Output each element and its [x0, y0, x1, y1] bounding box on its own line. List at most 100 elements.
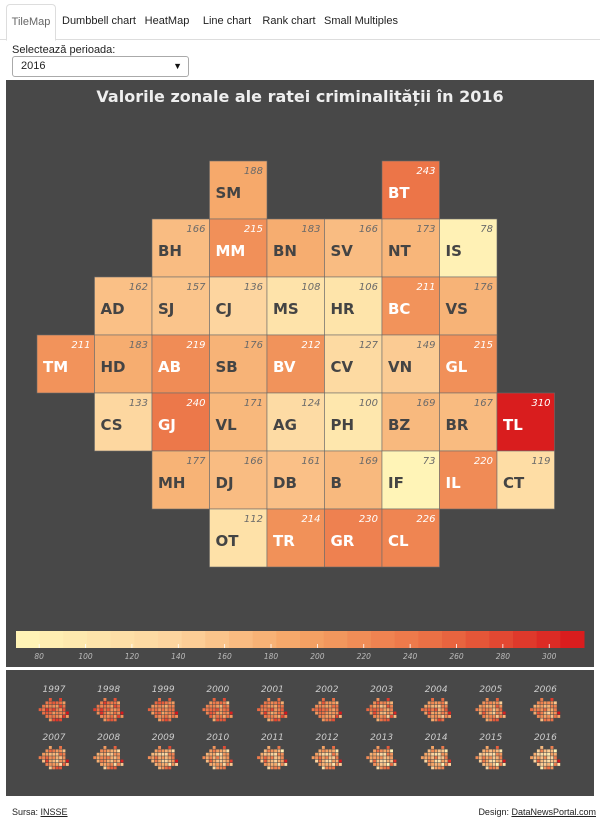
- small-multiple-2001[interactable]: 2001: [257, 685, 288, 722]
- tile-bz[interactable]: BZ 169: [381, 392, 440, 452]
- mini-tile: [280, 708, 284, 712]
- tile-ot[interactable]: OT 112: [209, 508, 268, 568]
- tile-value: 106: [359, 282, 378, 293]
- tab-small-multiples[interactable]: Small Multiples: [324, 15, 398, 27]
- tab-line-chart[interactable]: Line chart: [202, 15, 252, 27]
- small-multiple-2011[interactable]: 2011: [257, 733, 288, 770]
- tile-ad[interactable]: AD 162: [94, 276, 153, 336]
- mini-tile: [59, 756, 62, 760]
- small-multiple-2006[interactable]: 2006: [530, 685, 561, 722]
- mini-tile: [499, 708, 503, 712]
- tile-value: 214: [301, 514, 320, 525]
- mini-tile: [96, 752, 100, 756]
- small-multiple-2013[interactable]: 2013: [366, 733, 397, 770]
- tile-cj[interactable]: CJ 136: [209, 276, 268, 336]
- mini-tile: [55, 704, 59, 708]
- mini-tile: [106, 756, 110, 760]
- mini-tile: [492, 766, 496, 770]
- mini-tile: [59, 715, 62, 718]
- tile-bc[interactable]: BC 211: [381, 276, 440, 336]
- mini-tile: [386, 701, 390, 705]
- small-multiple-2000[interactable]: 2000: [202, 685, 233, 722]
- tile-cl[interactable]: CL 226: [381, 508, 440, 568]
- mini-tile: [437, 763, 441, 766]
- tile-rect: [324, 450, 383, 510]
- small-multiple-2002[interactable]: 2002: [311, 685, 342, 722]
- tile-ph[interactable]: PH 100: [324, 392, 383, 452]
- tile-vl[interactable]: VL 171: [209, 392, 268, 452]
- small-multiple-1997[interactable]: 1997: [38, 685, 69, 722]
- small-multiple-2005[interactable]: 2005: [475, 685, 506, 722]
- mini-tile: [495, 763, 499, 766]
- tile-ab[interactable]: AB 219: [151, 334, 210, 394]
- tile-b[interactable]: B 169: [324, 450, 383, 510]
- period-select[interactable]: 2016 ▼: [12, 56, 189, 77]
- tile-nt[interactable]: NT 173: [381, 218, 440, 278]
- mini-tile: [550, 708, 554, 712]
- tile-il[interactable]: IL 220: [439, 450, 498, 510]
- tile-ct[interactable]: CT 119: [496, 450, 555, 510]
- small-multiples-panel: [6, 670, 594, 796]
- mini-tile: [553, 708, 557, 712]
- mini-tile: [222, 756, 226, 760]
- tile-mm[interactable]: MM 215: [209, 218, 268, 278]
- tab-rank-chart[interactable]: Rank chart: [262, 15, 316, 27]
- mini-tile: [62, 763, 66, 766]
- tile-vs[interactable]: VS 176: [439, 276, 498, 336]
- mini-tile: [110, 759, 114, 763]
- tile-value: 124: [301, 398, 320, 409]
- tile-gl[interactable]: GL 215: [439, 334, 498, 394]
- tile-cs[interactable]: CS 133: [94, 392, 153, 452]
- tile-gr[interactable]: GR 230: [324, 508, 383, 568]
- small-multiple-2012[interactable]: 2012: [311, 733, 342, 770]
- tile-db[interactable]: DB 161: [266, 450, 325, 510]
- small-multiple-2010[interactable]: 2010: [202, 733, 233, 770]
- tile-bt[interactable]: BT 243: [381, 160, 440, 220]
- small-multiple-2009[interactable]: 2009: [147, 733, 178, 770]
- tile-value: 162: [129, 282, 148, 293]
- small-multiple-2004[interactable]: 2004: [420, 685, 451, 722]
- tile-cv[interactable]: CV 127: [324, 334, 383, 394]
- small-multiple-2016[interactable]: 2016: [530, 733, 561, 770]
- mini-tile: [284, 759, 288, 763]
- small-multiple-2003[interactable]: 2003: [366, 685, 397, 722]
- small-multiple-2014[interactable]: 2014: [420, 733, 451, 770]
- tile-br[interactable]: BR 167: [439, 392, 498, 452]
- small-multiple-2015[interactable]: 2015: [475, 733, 506, 770]
- tile-ag[interactable]: AG 124: [266, 392, 325, 452]
- design-link[interactable]: DataNewsPortal.com: [511, 807, 596, 817]
- small-multiple-2008[interactable]: 2008: [93, 733, 124, 770]
- tile-sb[interactable]: SB 176: [209, 334, 268, 394]
- tile-tl[interactable]: TL 310: [496, 392, 555, 452]
- mini-tile: [485, 698, 489, 701]
- tab-dumbbell-chart[interactable]: Dumbbell chart: [62, 15, 136, 27]
- mini-tile: [277, 715, 281, 718]
- tile-gj[interactable]: GJ 240: [151, 392, 210, 452]
- small-multiple-2007[interactable]: 2007: [38, 733, 69, 770]
- tile-sj[interactable]: SJ 157: [151, 276, 210, 336]
- mini-tile: [369, 759, 373, 763]
- mini-tile: [434, 749, 438, 753]
- small-multiple-1999[interactable]: 1999: [147, 685, 178, 722]
- source-link[interactable]: INSSE: [40, 807, 68, 817]
- small-multiple-1998[interactable]: 1998: [93, 685, 124, 722]
- mini-tile: [492, 752, 496, 756]
- tile-bh[interactable]: BH 166: [151, 218, 210, 278]
- tile-value: 230: [359, 514, 378, 525]
- tile-dj[interactable]: DJ 166: [209, 450, 268, 510]
- tile-tr[interactable]: TR 214: [266, 508, 325, 568]
- tab-heatmap[interactable]: HeatMap: [144, 15, 190, 27]
- tab-tilemap[interactable]: TileMap: [6, 4, 56, 41]
- tile-is[interactable]: IS 78: [439, 218, 498, 278]
- tile-bn[interactable]: BN 183: [266, 218, 325, 278]
- tile-vn[interactable]: VN 149: [381, 334, 440, 394]
- tile-bv[interactable]: BV 212: [266, 334, 325, 394]
- tile-sv[interactable]: SV 166: [324, 218, 383, 278]
- tile-if[interactable]: IF 73: [381, 450, 440, 510]
